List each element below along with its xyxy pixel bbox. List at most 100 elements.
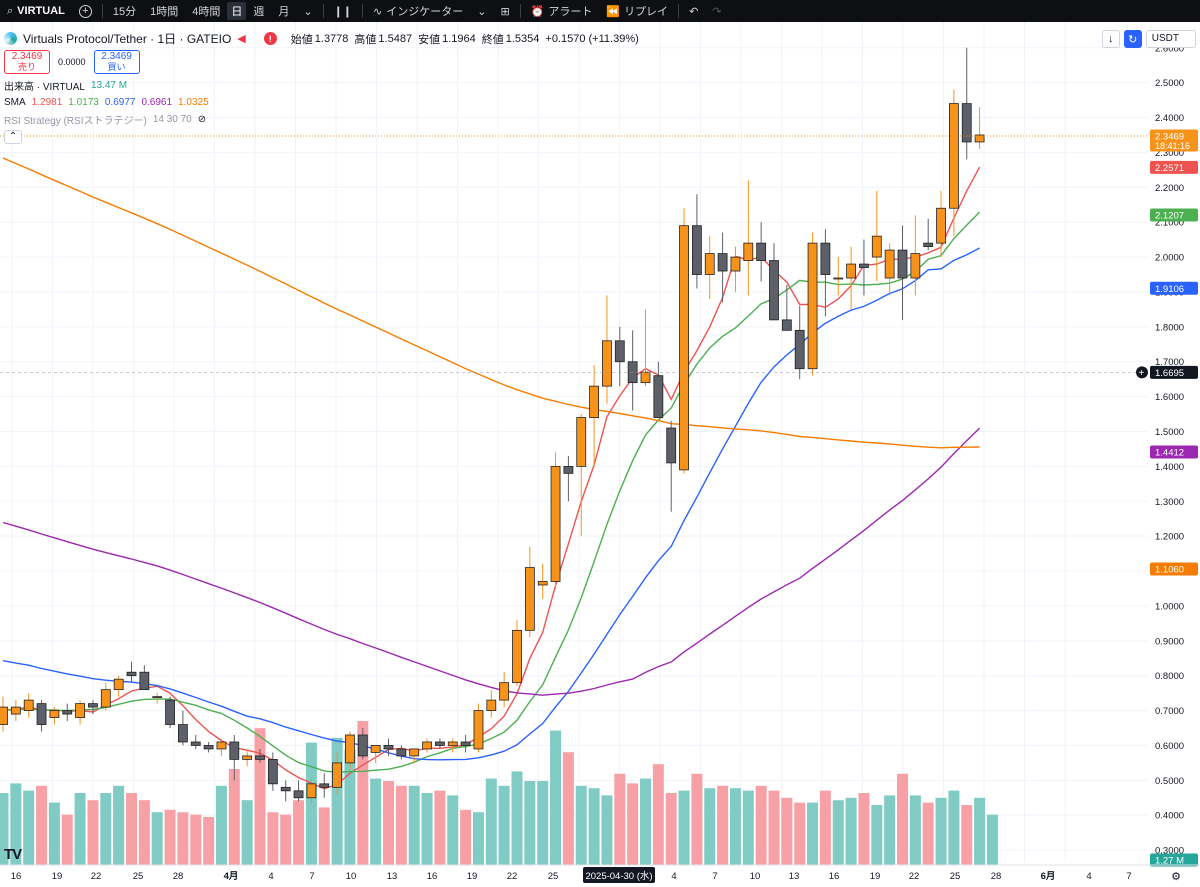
chart-type-button[interactable]: ❙❙ [327,0,359,22]
volume-bar [48,802,60,865]
candle [49,707,60,725]
settings-gear-icon[interactable]: ⚙ [1171,871,1181,883]
candle-body [692,225,702,275]
price-chart[interactable]: 2.70002.60002.50002.40002.30002.20002.10… [0,8,1200,887]
candle-body [100,689,111,708]
volume-bar [691,773,703,865]
price-tag-value: 2.3469 [1155,132,1184,143]
candle-body [576,417,587,467]
time-tick-label: 4 [671,871,676,882]
candle-body [820,242,831,275]
volume-bar [370,778,382,865]
interval-1w[interactable]: 週 [253,6,265,18]
chevron-down-icon: ⌄ [303,5,313,18]
volume-bar [652,764,664,865]
candle [833,257,844,296]
sma-legend-row[interactable]: SMA 1.2981 1.0173 0.6977 0.6961 1.0325 [4,94,639,111]
candle-body [974,134,985,143]
candle-body [460,741,471,746]
interval-dropdown[interactable]: ⌄ [296,0,319,22]
volume-bar [922,802,934,865]
price-tag-bg [1150,853,1198,867]
replay-button[interactable]: ⏪ リプレイ [599,0,675,22]
candle [679,208,689,474]
price-tick-label: 2.5000 [1155,78,1184,89]
volume-bar [768,790,780,865]
volume-legend-row[interactable]: 出来高 · VIRTUAL 13.47 M [4,77,639,94]
crosshair-date-bg [583,867,655,883]
candle [113,675,124,697]
toolbar-divider [519,4,521,18]
volume-bar [100,793,112,865]
candle-body [730,256,741,272]
rsi-legend-row[interactable]: RSI Strategy (RSIストラテジー) 14 30 70 ⊘ [4,111,639,128]
candle-body [859,263,869,268]
interval-4h[interactable]: 4時間 [192,6,221,18]
crosshair-plus-icon [1136,366,1148,379]
sma-line-sma50 [2,427,981,696]
indicators-label: インジケーター [386,6,464,18]
candle-body [666,427,677,464]
warning-icon[interactable]: ! [263,32,277,45]
interval-1h[interactable]: 1時間 [150,6,179,18]
candle [447,738,458,753]
candle-body [781,319,792,331]
eye-hidden-icon[interactable]: ⊘ [197,114,207,125]
chart-pane[interactable]: 2.70002.60002.50002.40002.30002.20002.10… [0,8,1200,887]
scroll-down-button[interactable]: ↓ [1101,30,1120,48]
time-tick-label: 4 [1086,871,1091,882]
volume-bar [23,790,35,865]
candle [576,414,587,537]
candle [370,745,381,763]
volume-bar [383,781,394,865]
symbol-search[interactable]: ⌕ VIRTUAL [0,0,72,22]
interval-15m[interactable]: 15分 [112,6,137,18]
price-axis: 2.70002.60002.50002.40002.30002.20002.10… [1136,8,1200,887]
candle-body [75,703,85,718]
buy-button[interactable]: 2.3469 買い [93,50,140,74]
price-tag-bg [1150,160,1198,174]
price-tick-label: 1.5000 [1155,427,1184,438]
candle [190,734,201,749]
auto-scale-button[interactable]: ↻ [1123,30,1142,48]
tradingview-logo[interactable]: TV [4,846,22,863]
high-label: 高値 [354,33,377,46]
redo-button[interactable]: ↷ [705,0,728,22]
collapse-legend-button[interactable]: ⌃ [4,129,22,144]
undo-button[interactable]: ↶ [682,0,705,22]
candle [383,738,394,756]
symbol-title[interactable]: Virtuals Protocol/Tether · 1日 · GATEIO [23,32,232,46]
compare-button[interactable]: + [72,0,99,22]
candle [203,741,214,753]
price-tag: 1.4412 [1150,445,1198,459]
candle-body [10,706,21,715]
sell-button[interactable]: 2.3469 売り [4,50,50,74]
sell-label: 売り [17,62,36,72]
alert-button[interactable]: ⏰ アラート [524,0,600,22]
price-tag-value: 1.6695 [1155,368,1184,379]
symbol-label: VIRTUAL [17,5,65,17]
indicators-button[interactable]: ∿ インジケーター ⌄ [366,0,493,22]
sma100-value: 1.0325 [178,97,209,108]
volume-value: 13.47 M [90,80,128,91]
candle-body [537,581,548,586]
price-tick-label: 1.0000 [1155,601,1184,612]
price-tag-value: 2.1207 [1155,210,1184,221]
candle [550,452,561,589]
candle [177,710,188,746]
candle-body [113,678,124,691]
interval-1m[interactable]: 月 [278,6,290,18]
candle [422,738,432,753]
layouts-button[interactable]: ⊞ [493,0,516,22]
sma-label: SMA [4,97,26,108]
currency-select[interactable]: USDT [1145,30,1196,48]
interval-1d[interactable]: 日 [227,2,247,20]
candle-body [370,745,381,753]
volume-bar [254,728,266,865]
volume-bar [858,793,870,865]
rewind-icon: ⏪ [606,5,621,18]
buy-label: 買い [107,62,126,72]
candle [36,700,47,732]
candle [88,700,98,715]
candle [781,284,792,331]
